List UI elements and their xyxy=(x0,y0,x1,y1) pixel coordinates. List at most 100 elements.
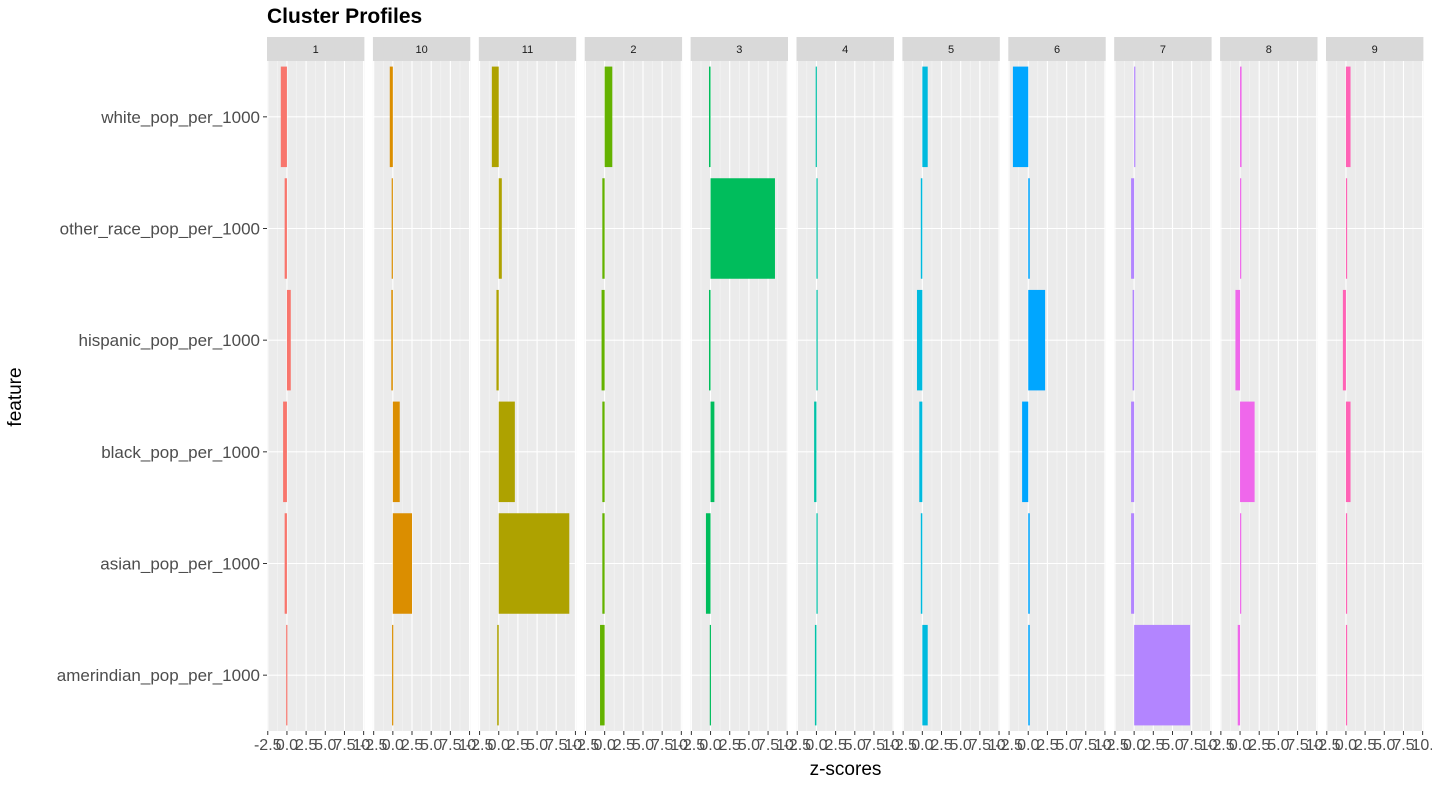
x-tick-label: 2.5 xyxy=(824,737,846,754)
x-tick-label: -2.5 xyxy=(995,737,1023,754)
bar xyxy=(1345,178,1348,279)
facet-strip xyxy=(478,37,577,61)
x-tick-label: 0.0 xyxy=(276,737,298,754)
bar xyxy=(710,401,715,503)
y-tick-label: hispanic_pop_per_1000 xyxy=(79,331,261,350)
facet-strip xyxy=(796,37,894,61)
facet-strip-label: 1 xyxy=(313,44,319,56)
x-tick-label: 5.0 xyxy=(1373,737,1395,754)
facet-strip-label: 3 xyxy=(736,44,742,56)
y-tick-label: black_pop_per_1000 xyxy=(101,443,260,462)
bar xyxy=(1240,513,1242,614)
bar xyxy=(1028,624,1030,726)
bar xyxy=(498,513,570,614)
bar xyxy=(709,289,711,391)
x-tick-label: 7.5 xyxy=(757,737,779,754)
bar xyxy=(922,66,928,168)
x-tick-label: 2.5 xyxy=(401,737,423,754)
bar xyxy=(1345,401,1351,503)
y-tick-label: white_pop_per_1000 xyxy=(100,108,260,127)
x-tick-label: 10. xyxy=(988,737,1010,754)
x-tick-label: 10. xyxy=(1306,737,1328,754)
x-tick-label: 2.5 xyxy=(1354,737,1376,754)
x-tick-label: 5.0 xyxy=(1267,737,1289,754)
x-tick-label: 5.0 xyxy=(526,737,548,754)
facet-strip-label: 5 xyxy=(948,44,954,56)
bar xyxy=(815,66,817,168)
x-tick-label: 10. xyxy=(882,737,904,754)
bar xyxy=(496,289,499,391)
bar xyxy=(604,66,613,168)
bar xyxy=(286,624,288,726)
x-tick-label: -2.5 xyxy=(360,737,388,754)
bar xyxy=(919,401,923,503)
x-tick-label: 2.5 xyxy=(507,737,529,754)
facet-strip-label: 10 xyxy=(415,44,427,56)
x-tick-label: 7.5 xyxy=(1181,737,1203,754)
x-tick-label: 5.0 xyxy=(1055,737,1077,754)
bar xyxy=(1012,66,1029,168)
x-tick-label: 10. xyxy=(776,737,798,754)
x-tick-label: 10. xyxy=(1412,737,1432,754)
x-tick-label: -2.5 xyxy=(466,737,494,754)
facet-strip xyxy=(1326,37,1424,61)
x-tick-label: 2.5 xyxy=(1036,737,1058,754)
bar xyxy=(816,513,818,614)
bar xyxy=(920,513,923,614)
x-tick-label: 0.0 xyxy=(1335,737,1357,754)
bar xyxy=(602,401,605,503)
facet-strip xyxy=(1220,37,1318,61)
x-tick-label: 7.5 xyxy=(333,737,355,754)
x-tick-label: 10. xyxy=(564,737,586,754)
bar xyxy=(286,289,291,391)
x-tick-label: 7.5 xyxy=(969,737,991,754)
x-tick-label: 7.5 xyxy=(651,737,673,754)
bar xyxy=(1235,289,1241,391)
bar xyxy=(1131,401,1135,503)
x-tick-label: -2.5 xyxy=(1207,737,1235,754)
x-tick-label: 5.0 xyxy=(314,737,336,754)
bar xyxy=(816,178,818,279)
facet-strip-label: 2 xyxy=(630,44,636,56)
x-tick-label: 10. xyxy=(458,737,480,754)
x-tick-label: 0.0 xyxy=(699,737,721,754)
facet-strip-label: 4 xyxy=(842,44,848,56)
x-tick-label: -2.5 xyxy=(1313,737,1341,754)
x-tick-label: 10. xyxy=(1094,737,1116,754)
facet-strip-label: 6 xyxy=(1054,44,1060,56)
x-tick-label: 2.5 xyxy=(295,737,317,754)
x-tick-label: 7.5 xyxy=(1075,737,1097,754)
x-tick-label: 0.0 xyxy=(382,737,404,754)
bar xyxy=(1345,513,1348,614)
bar xyxy=(391,289,393,391)
bar xyxy=(916,289,923,391)
x-tick-label: 0.0 xyxy=(594,737,616,754)
bar xyxy=(705,513,711,614)
x-tick-label: -2.5 xyxy=(1101,737,1129,754)
facet-strip xyxy=(1114,37,1212,61)
bar xyxy=(709,624,711,726)
x-axis-label: z-scores xyxy=(809,759,882,780)
x-tick-label: 5.0 xyxy=(738,737,760,754)
facet-strip xyxy=(1008,37,1106,61)
bar xyxy=(922,624,928,726)
x-tick-label: 10. xyxy=(670,737,692,754)
bar xyxy=(1131,513,1135,614)
bar xyxy=(280,66,287,168)
bar xyxy=(1134,66,1136,168)
bar xyxy=(498,401,515,503)
bar xyxy=(1028,513,1030,614)
bar xyxy=(1132,289,1135,391)
bar xyxy=(1240,178,1242,279)
x-tick-label: 2.5 xyxy=(1142,737,1164,754)
bar xyxy=(1342,289,1346,391)
x-tick-label: -2.5 xyxy=(783,737,811,754)
y-tick-label: other_race_pop_per_1000 xyxy=(60,220,260,239)
bar xyxy=(601,289,605,391)
x-tick-label: 7.5 xyxy=(439,737,461,754)
bar xyxy=(1131,178,1135,279)
x-tick-label: 0.0 xyxy=(488,737,510,754)
x-tick-label: 5.0 xyxy=(632,737,654,754)
bar xyxy=(392,513,413,614)
